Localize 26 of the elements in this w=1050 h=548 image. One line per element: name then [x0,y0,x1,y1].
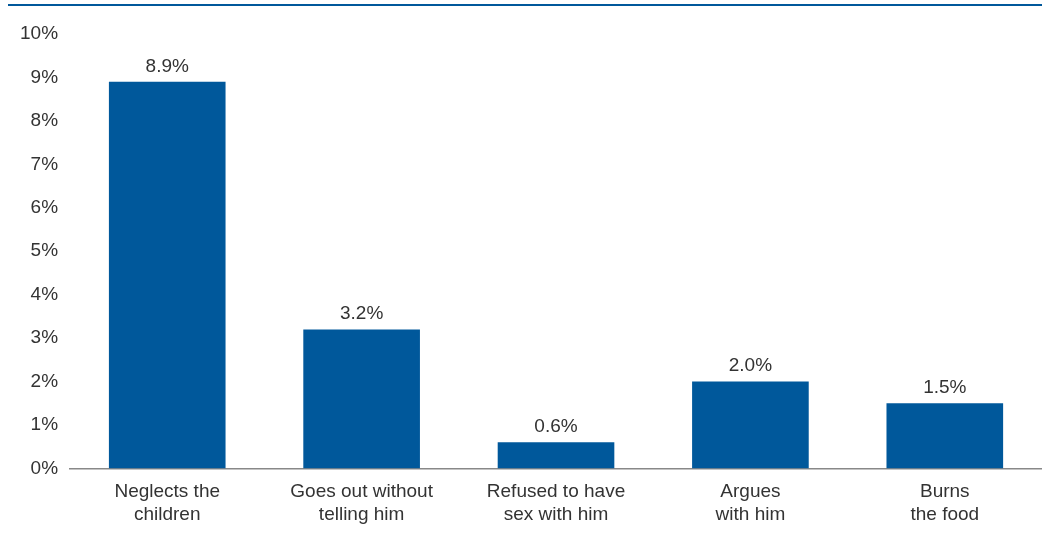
y-tick-label: 3% [30,326,59,348]
y-tick-label: 6% [30,195,59,217]
x-tick-label: Refused to have sex with him [486,480,626,524]
data-label: 0.6% [534,415,578,437]
y-tick-label: 7% [30,152,59,174]
y-tick-label: 4% [30,282,59,304]
bar [886,403,1004,469]
bar [108,81,226,469]
bar [692,381,809,469]
x-tick-label: Burns the food [910,480,980,524]
y-tick-label: 10% [20,22,59,44]
y-tick-label: 9% [30,65,59,87]
x-tick-label: Argues with him [714,480,786,524]
y-tick-label: 5% [30,239,59,261]
data-label: 3.2% [339,302,384,324]
y-tick-label: 8% [30,109,59,131]
y-tick-label: 1% [30,413,59,435]
bar [497,442,615,469]
data-label: 8.9% [145,54,189,76]
x-tick-label: Neglects the children [114,480,221,524]
y-tick-label: 0% [30,456,59,478]
x-tick-label: Goes out without telling him [290,480,434,524]
y-tick-label: 2% [30,369,59,391]
data-label: 1.5% [923,375,967,397]
bar [303,329,420,469]
data-label: 2.0% [728,354,773,376]
